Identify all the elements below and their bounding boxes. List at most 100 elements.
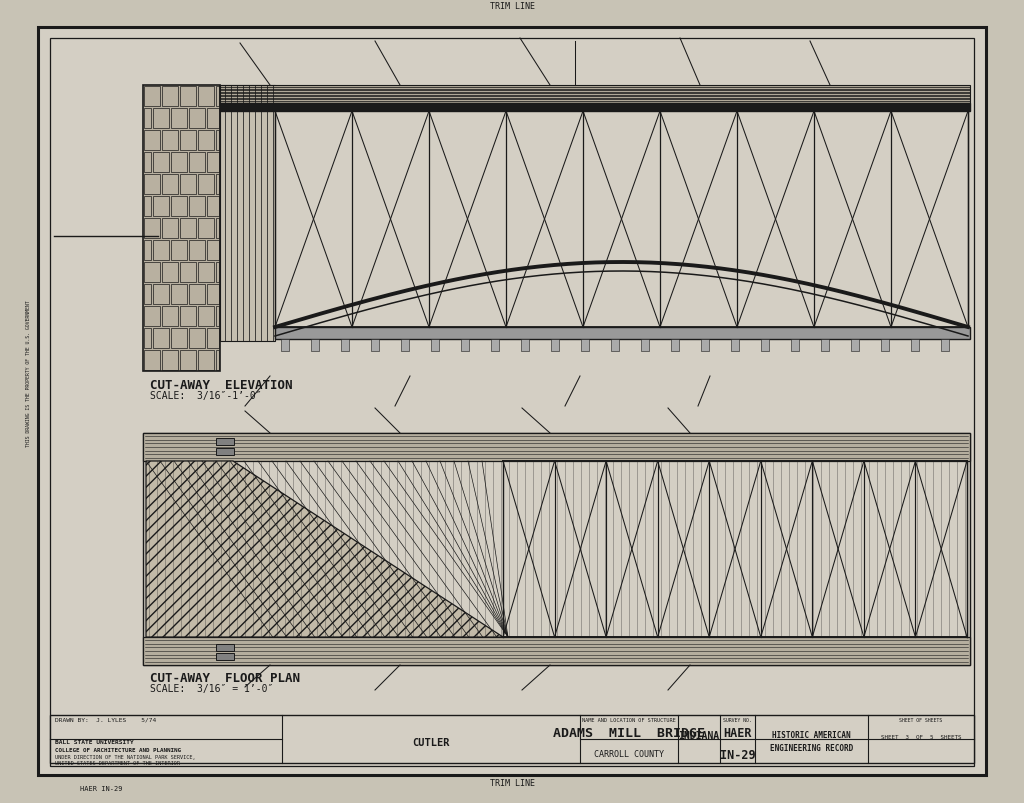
Bar [189,153,205,173]
Bar [162,218,178,238]
Bar [171,284,187,304]
Bar [198,87,214,107]
Bar [189,328,205,349]
Bar [198,351,214,370]
Bar [198,307,214,327]
Bar [189,109,205,128]
Text: UNITED STATES DEPARTMENT OF THE INTERIOR: UNITED STATES DEPARTMENT OF THE INTERIOR [55,760,180,765]
Text: HISTORIC AMERICAN: HISTORIC AMERICAN [772,731,851,740]
Bar [180,131,196,151]
Bar [216,351,219,370]
Bar [171,197,187,217]
Bar [171,241,187,261]
Bar [521,340,529,352]
Bar [144,131,160,151]
Bar [216,263,219,283]
Bar [162,351,178,370]
Text: NAME AND LOCATION OF STRUCTURE: NAME AND LOCATION OF STRUCTURE [582,717,676,722]
Bar [153,153,169,173]
Text: CUT-AWAY  FLOOR PLAN: CUT-AWAY FLOOR PLAN [150,671,300,684]
Bar [180,175,196,195]
Bar [50,715,974,763]
Text: UNDER DIRECTION OF THE NATIONAL PARK SERVICE,: UNDER DIRECTION OF THE NATIONAL PARK SER… [55,754,196,759]
Bar [216,307,219,327]
Text: HAER: HAER [723,727,752,740]
Text: HAER IN-29: HAER IN-29 [80,785,123,791]
Text: SCALE:  3/16″ = 1’-0″: SCALE: 3/16″ = 1’-0″ [150,683,273,693]
Text: SHEET  3  OF  5  SHEETS: SHEET 3 OF 5 SHEETS [881,735,962,740]
Bar [941,340,949,352]
Bar [207,284,219,304]
Bar [198,218,214,238]
Bar [180,87,196,107]
Bar [162,307,178,327]
Bar [731,340,739,352]
Bar [761,340,769,352]
Bar [180,307,196,327]
Bar [144,263,160,283]
Text: COLLEGE OF ARCHITECTURE AND PLANNING: COLLEGE OF ARCHITECTURE AND PLANNING [55,747,181,752]
Bar [611,340,618,352]
Bar [144,87,160,107]
Bar [851,340,859,352]
Text: SHEET OF SHEETS: SHEET OF SHEETS [899,717,942,722]
Text: IN-29: IN-29 [720,748,756,761]
Bar [189,241,205,261]
Bar [143,86,220,372]
Text: TRIM LINE: TRIM LINE [489,2,535,11]
Bar [144,351,160,370]
Bar [207,328,219,349]
Text: CUTLER: CUTLER [413,737,450,747]
Bar [551,340,559,352]
Text: ENGINEERING RECORD: ENGINEERING RECORD [770,743,853,752]
Bar [143,638,970,665]
Bar [180,351,196,370]
Bar [189,197,205,217]
Bar [371,340,379,352]
Bar [144,218,160,238]
Bar [207,153,219,173]
Bar [162,87,178,107]
Bar [431,340,439,352]
Text: THIS DRAWING IS THE PROPERTY OF THE U.S. GOVERNMENT: THIS DRAWING IS THE PROPERTY OF THE U.S.… [26,300,31,446]
Bar [401,340,409,352]
Bar [198,263,214,283]
Bar [216,653,234,660]
Bar [461,340,469,352]
Bar [171,109,187,128]
Bar [144,175,160,195]
Bar [171,328,187,349]
Bar [144,153,151,173]
Bar [490,340,499,352]
Bar [791,340,799,352]
Bar [911,340,919,352]
Bar [171,153,187,173]
Text: DRAWN BY:  J. LYLES    5/74: DRAWN BY: J. LYLES 5/74 [55,717,157,722]
Bar [180,263,196,283]
Bar [881,340,889,352]
Bar [671,340,679,352]
Text: CUT-AWAY  ELEVATION: CUT-AWAY ELEVATION [150,378,293,392]
Text: BALL STATE UNIVERSITY: BALL STATE UNIVERSITY [55,739,134,744]
Bar [220,86,970,104]
Bar [143,434,970,462]
Text: TRIM LINE: TRIM LINE [489,778,535,787]
Bar [207,241,219,261]
Bar [311,340,319,352]
Bar [153,241,169,261]
Bar [144,241,151,261]
Bar [216,87,219,107]
Bar [153,109,169,128]
Text: ADAMS  MILL  BRIDGE: ADAMS MILL BRIDGE [553,727,705,740]
Bar [153,197,169,217]
Bar [162,175,178,195]
Polygon shape [146,462,503,638]
Text: SCALE:  3/16″-1’-0″: SCALE: 3/16″-1’-0″ [150,390,261,401]
Bar [189,284,205,304]
Bar [341,340,349,352]
Bar [701,340,709,352]
Bar [641,340,649,352]
Bar [144,307,160,327]
Bar [162,131,178,151]
Bar [144,197,151,217]
